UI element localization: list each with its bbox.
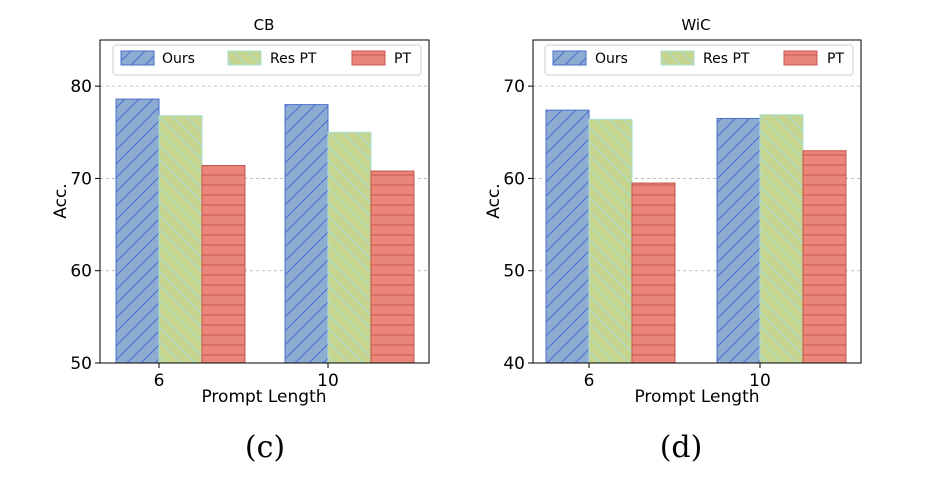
legend-label-res-pt: Res PT [270, 51, 317, 67]
x-tick-label: 6 [584, 371, 595, 391]
y-tick-label: 80 [70, 77, 92, 97]
bar-res-pt-6 [158, 115, 203, 364]
legend: Ours Res PT PT [544, 44, 854, 76]
y-tick-label: 50 [70, 354, 92, 374]
y-axis-label: Acc. [51, 183, 71, 218]
legend-swatch-ours [120, 50, 155, 66]
chart-cb: CB 50 60 70 80 6 10 Acc. Prompt Length Ours … [51, 16, 430, 407]
y-tick-label: 60 [70, 262, 92, 282]
y-tick-label: 40 [503, 354, 525, 374]
legend-swatch-ours [552, 50, 587, 66]
y-axis-label: Acc. [484, 183, 504, 218]
legend-label-ours: Ours [162, 51, 195, 67]
legend-box [112, 44, 422, 76]
x-axis-label: Prompt Length [201, 387, 326, 407]
legend: Ours Res PT PT [112, 44, 422, 76]
bar-ours-10 [716, 117, 761, 364]
x-axis-label: Prompt Length [634, 387, 759, 407]
legend-label-ours: Ours [595, 51, 628, 67]
bar-res-pt-10 [759, 114, 804, 364]
bar-pt-10 [370, 170, 415, 364]
bar-res-pt-10 [327, 131, 372, 364]
plot-frame [99, 39, 430, 364]
bar-pt-6 [631, 182, 676, 364]
bar-pt-10 [802, 150, 847, 364]
y-tick-label: 70 [503, 77, 525, 97]
legend-label-res-pt: Res PT [703, 51, 750, 67]
legend-label-pt: PT [394, 51, 411, 67]
caption-c: (c) [244, 430, 286, 465]
y-tick-label: 50 [503, 262, 525, 282]
legend-swatch-pt [783, 50, 818, 66]
bar-pt-6 [201, 165, 246, 364]
y-tick-label: 70 [70, 169, 92, 189]
legend-swatch-pt [351, 50, 386, 66]
chart-title: CB [254, 16, 275, 34]
legend-box [544, 44, 854, 76]
y-tick-label: 60 [503, 169, 525, 189]
x-tick-label: 10 [317, 371, 339, 391]
bar-ours-6 [545, 109, 590, 364]
legend-swatch-res-pt [660, 50, 695, 66]
bar-ours-6 [115, 98, 160, 364]
chart-wic: WiC 40 50 60 70 6 10 Acc. Prompt Length Ours… [484, 16, 862, 407]
bar-res-pt-6 [588, 118, 633, 364]
chart-title: WiC [681, 16, 710, 34]
legend-label-pt: PT [827, 51, 844, 67]
plot-frame [532, 39, 862, 364]
x-tick-label: 6 [154, 371, 165, 391]
bar-ours-10 [284, 104, 329, 364]
x-tick-label: 10 [749, 371, 771, 391]
caption-d: (d) [659, 430, 703, 465]
legend-swatch-res-pt [227, 50, 262, 66]
